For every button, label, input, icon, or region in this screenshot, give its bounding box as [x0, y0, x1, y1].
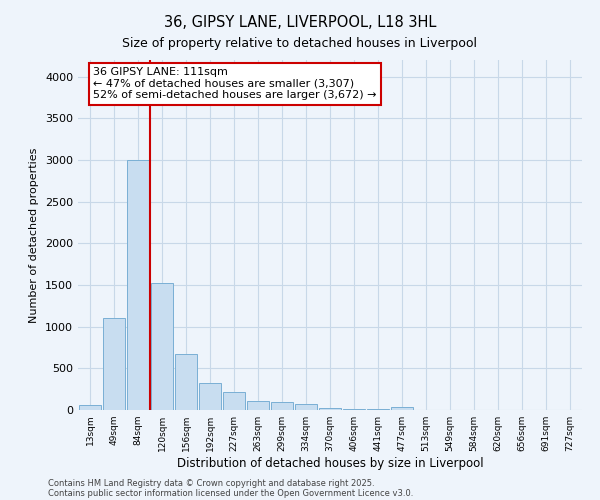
Bar	[199, 382, 221, 410]
Bar	[223, 392, 245, 410]
Bar	[391, 407, 413, 410]
Bar	[271, 402, 293, 410]
Y-axis label: Number of detached properties: Number of detached properties	[29, 148, 40, 322]
Bar	[247, 401, 269, 410]
Text: Contains HM Land Registry data © Crown copyright and database right 2025.: Contains HM Land Registry data © Crown c…	[48, 478, 374, 488]
Text: 36, GIPSY LANE, LIVERPOOL, L18 3HL: 36, GIPSY LANE, LIVERPOOL, L18 3HL	[164, 15, 436, 30]
Text: 36 GIPSY LANE: 111sqm
← 47% of detached houses are smaller (3,307)
52% of semi-d: 36 GIPSY LANE: 111sqm ← 47% of detached …	[93, 67, 377, 100]
Bar	[103, 318, 125, 410]
Bar	[295, 404, 317, 410]
Text: Contains public sector information licensed under the Open Government Licence v3: Contains public sector information licen…	[48, 488, 413, 498]
Bar	[319, 408, 341, 410]
Bar	[367, 409, 389, 410]
Text: Size of property relative to detached houses in Liverpool: Size of property relative to detached ho…	[122, 38, 478, 51]
Bar	[175, 354, 197, 410]
Bar	[79, 406, 101, 410]
X-axis label: Distribution of detached houses by size in Liverpool: Distribution of detached houses by size …	[176, 457, 484, 470]
Bar	[151, 284, 173, 410]
Bar	[343, 409, 365, 410]
Bar	[127, 160, 149, 410]
